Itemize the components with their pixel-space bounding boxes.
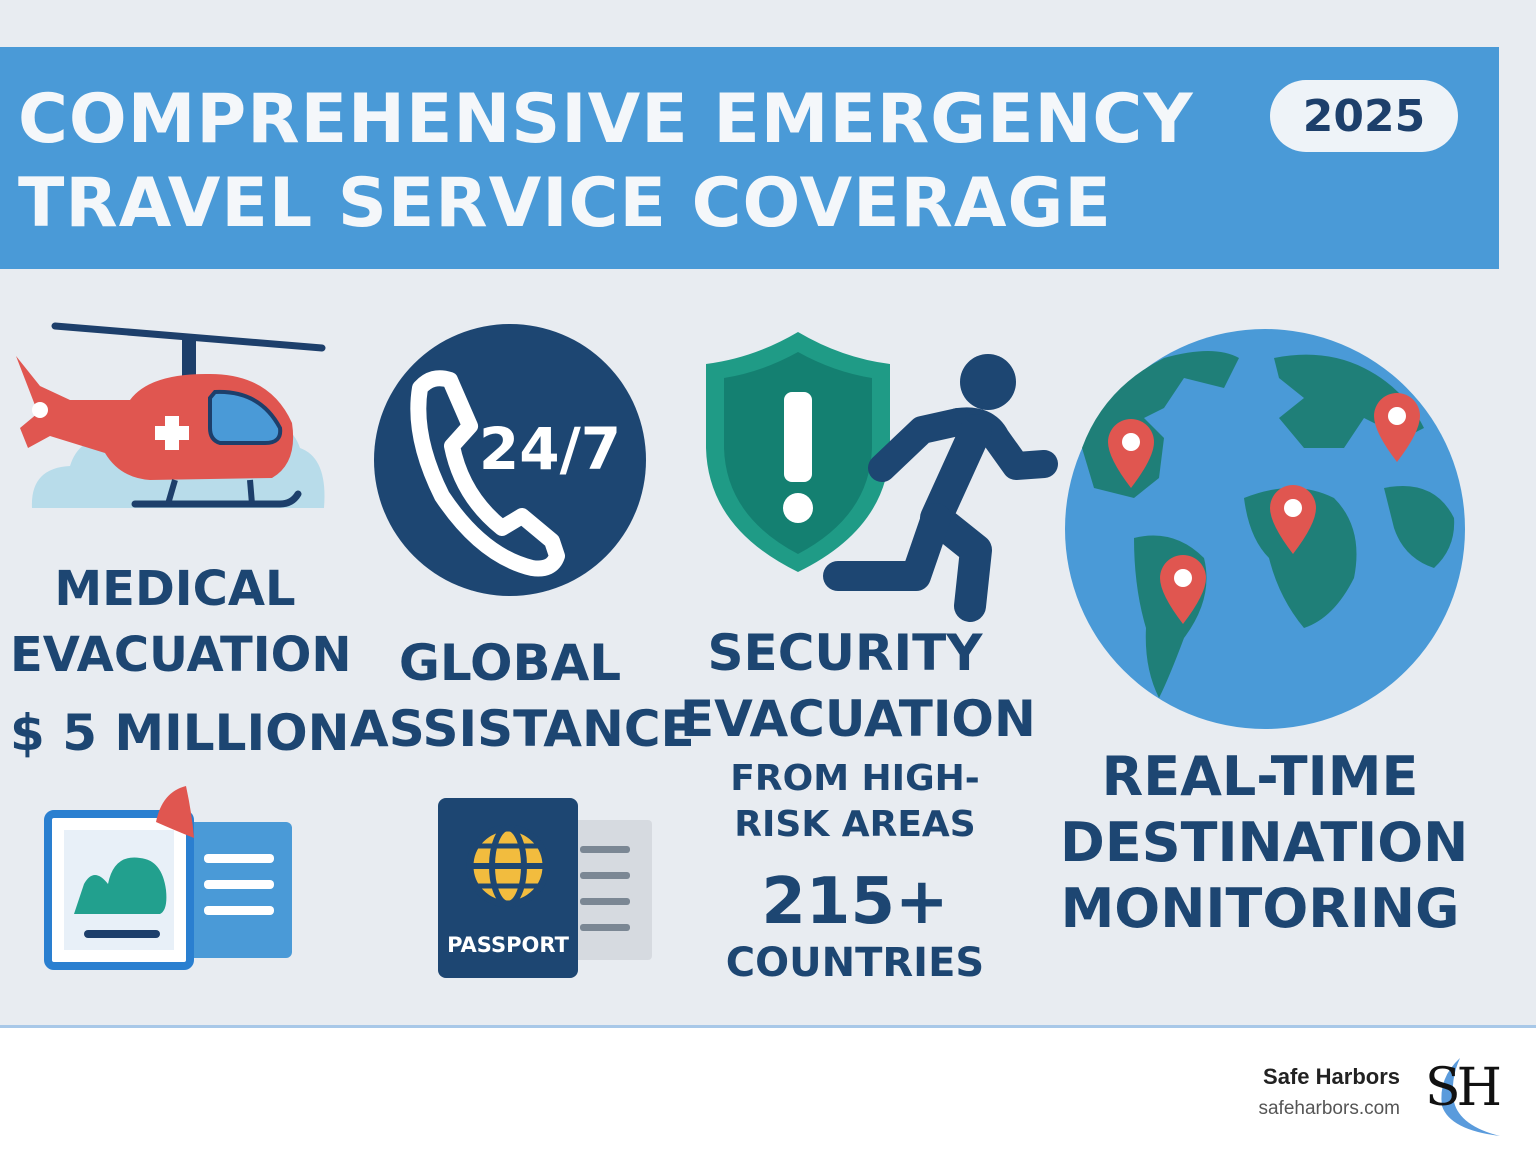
running-person-icon xyxy=(823,354,1058,622)
map-pin-icon xyxy=(1160,555,1206,624)
brand-logo: SH xyxy=(1425,1058,1502,1118)
shield-alert-icon xyxy=(706,332,890,572)
countries-count: 215+ xyxy=(761,865,949,939)
page-title: COMPREHENSIVE EMERGENCY TRAVEL SERVICE C… xyxy=(18,78,1238,246)
medical-evacuation-label: MEDICAL EVACUATION xyxy=(10,561,352,683)
header-banner xyxy=(0,47,1499,269)
map-pin-icon xyxy=(1374,393,1420,462)
document-icon xyxy=(44,786,292,970)
global-assistance-label: GLOBAL ASSISTANCE xyxy=(350,634,695,758)
brand-url[interactable]: safeharbors.com xyxy=(1258,1098,1400,1119)
globe-icon xyxy=(1065,329,1465,729)
security-scope-label: FROM HIGH- RISK AREAS xyxy=(730,758,980,845)
medical-coverage-amount: $ 5 MILLION xyxy=(10,704,350,762)
assistance-hours-badge: 24/7 xyxy=(478,415,622,483)
map-pin-icon xyxy=(1108,419,1154,488)
brand-name: Safe Harbors xyxy=(1263,1064,1400,1089)
title-line-1: COMPREHENSIVE EMERGENCY xyxy=(18,80,1194,159)
phone-icon xyxy=(374,324,646,596)
countries-label: COUNTRIES xyxy=(725,940,985,986)
map-pin-icon xyxy=(1270,485,1316,554)
helicopter-icon xyxy=(16,322,326,508)
title-line-2: TRAVEL SERVICE COVERAGE xyxy=(18,164,1112,243)
passport-icon xyxy=(438,798,652,978)
brand-logo-swoosh xyxy=(1441,1058,1500,1136)
passport-label: PASSPORT xyxy=(447,933,569,957)
year-badge: 2025 xyxy=(1270,80,1458,152)
real-time-monitoring-label: REAL-TIME DESTINATION MONITORING xyxy=(1060,745,1469,940)
security-evacuation-label: SECURITY EVACUATION xyxy=(680,624,1036,748)
